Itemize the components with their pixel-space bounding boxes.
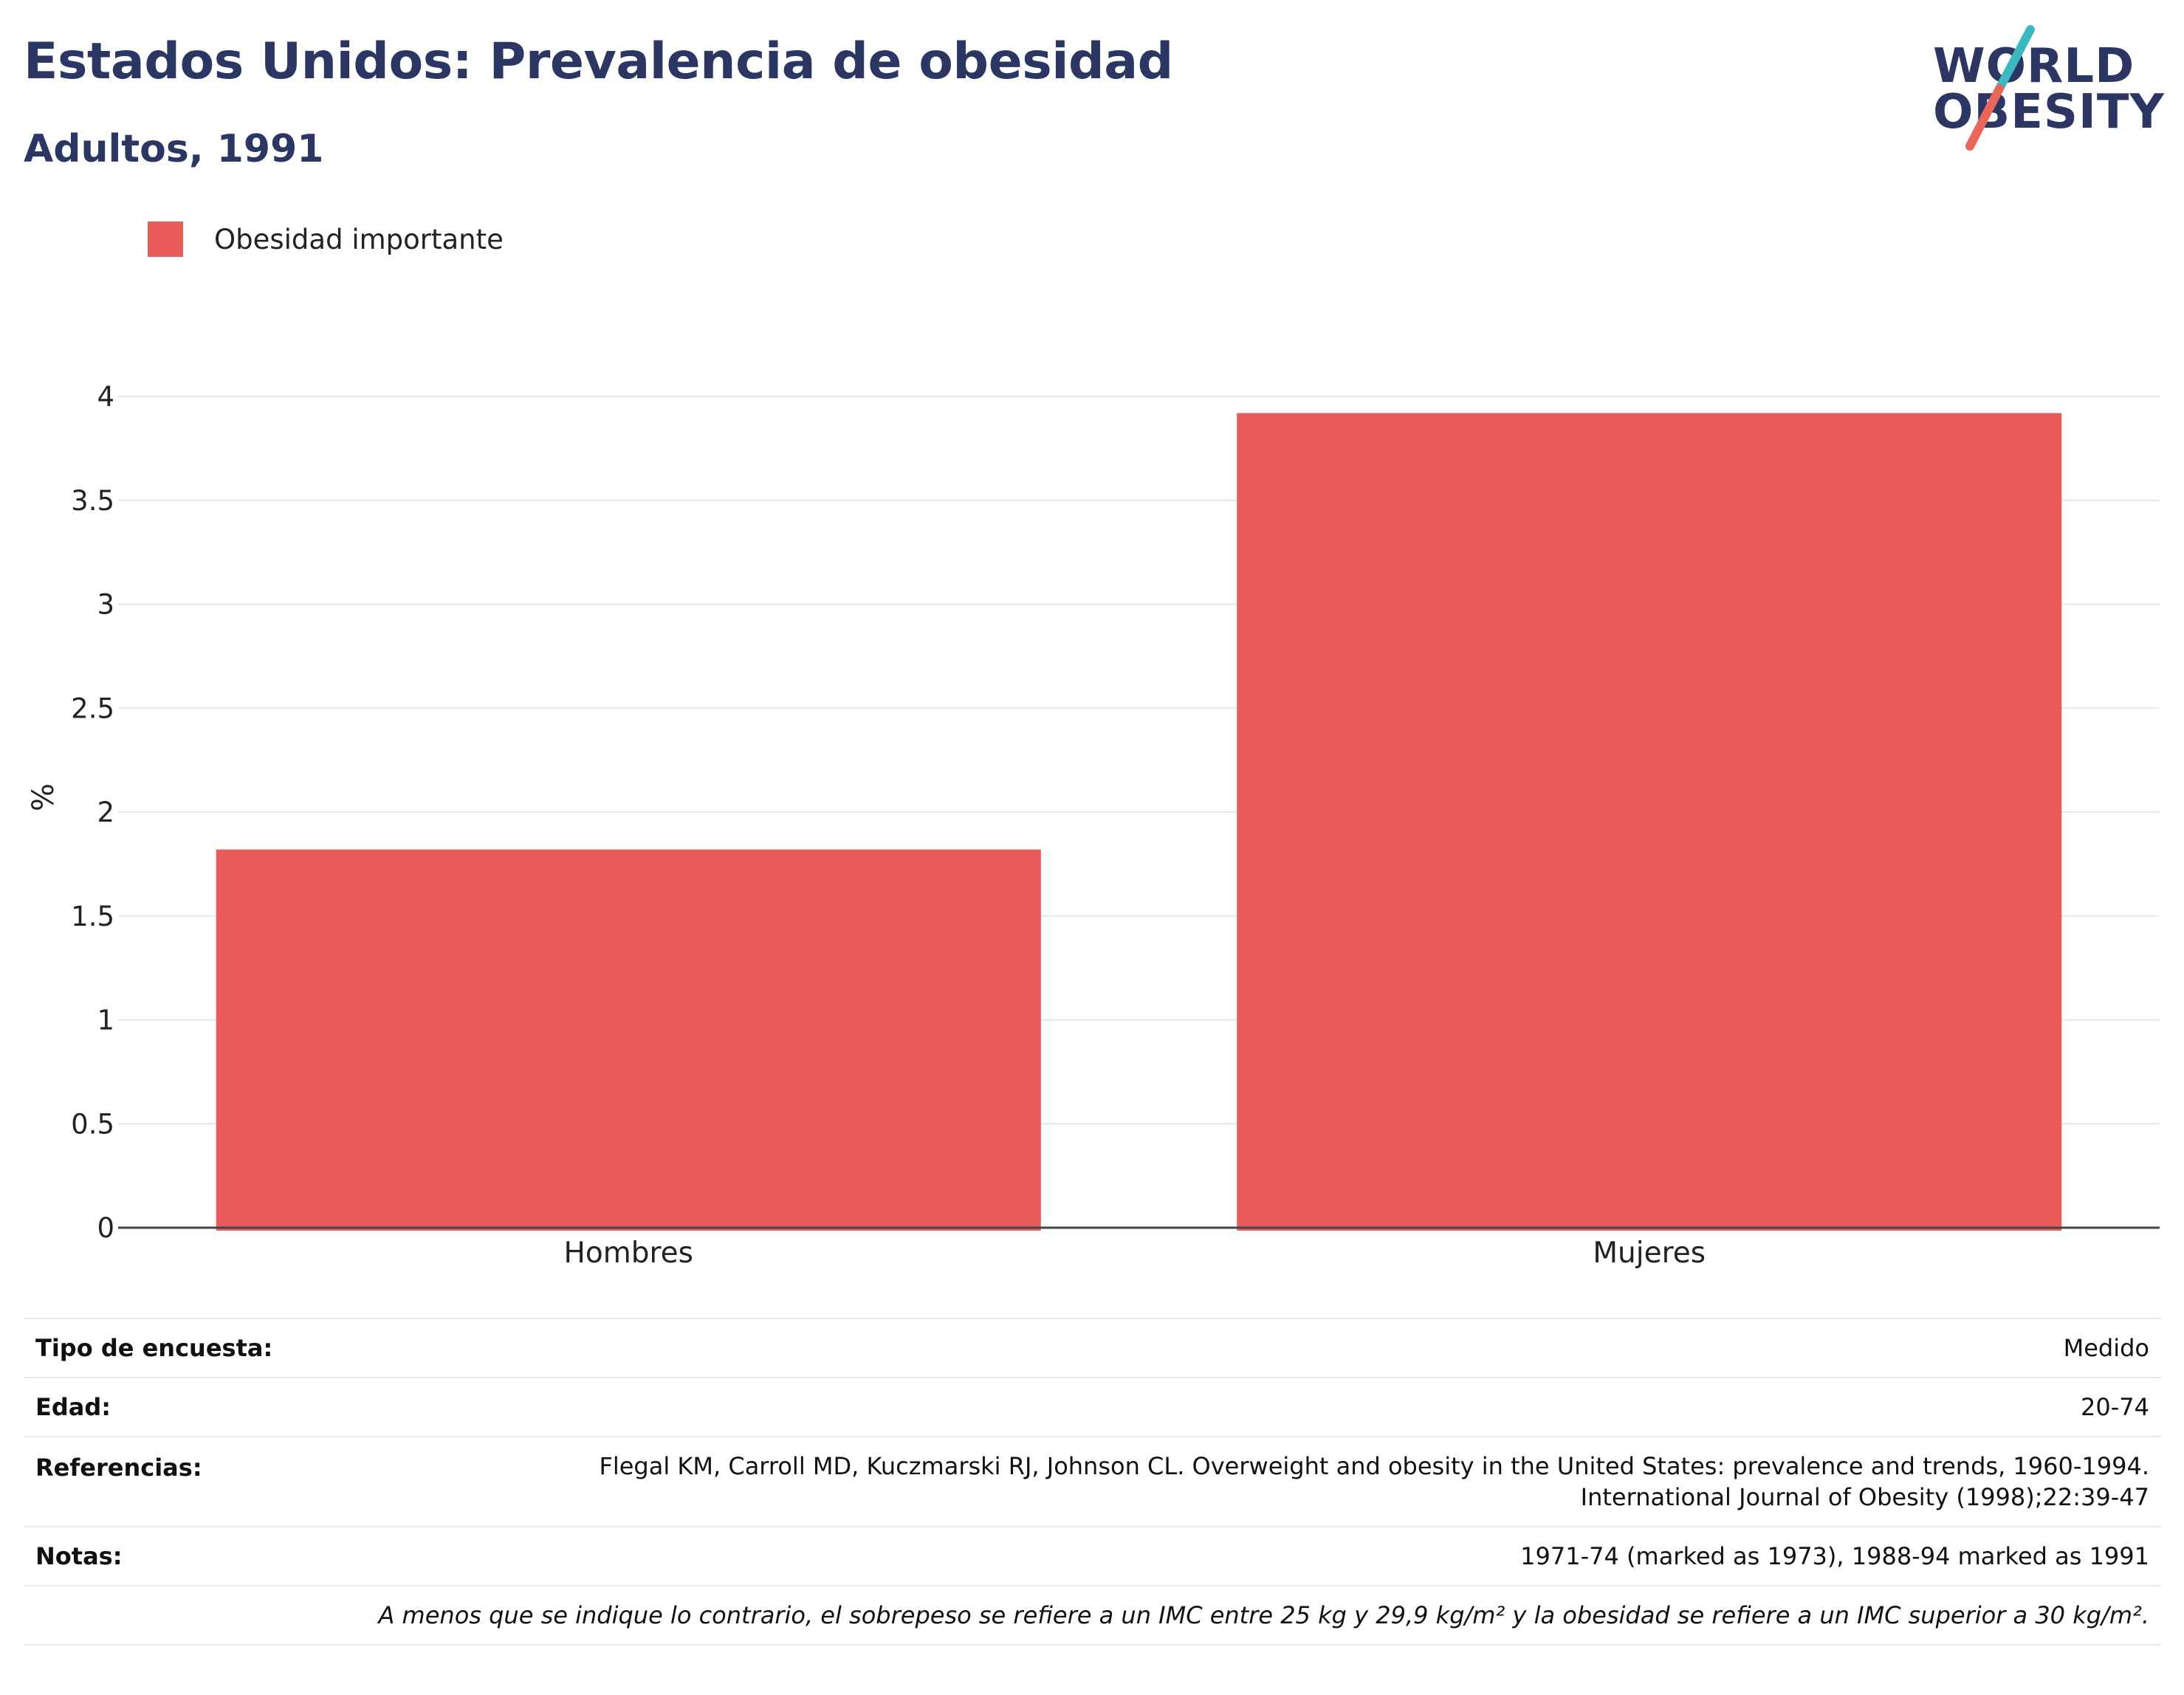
logo-slash-icon — [1965, 25, 2035, 151]
y-axis-label: % — [27, 783, 61, 811]
x-tick-labels: Hombres Mujeres — [564, 1237, 1706, 1270]
x-tick-label: Mujeres — [1593, 1237, 1706, 1270]
bar-mujeres[interactable] — [1237, 413, 2062, 1231]
chart-subtitle: Adultos, 1991 — [24, 127, 324, 171]
info-row-tipo: Tipo de encuesta: Medido — [24, 1318, 2161, 1378]
y-tick-label: 0.5 — [71, 1108, 114, 1140]
bar-chart: 0 0.5 1 1.5 2 2.5 3 3.5 4 Hombres Mujeres % — [27, 381, 2160, 1270]
x-tick-label: Hombres — [564, 1237, 693, 1270]
info-row-footnote: A menos que se indique lo contrario, el … — [24, 1585, 2161, 1646]
bar-hombres[interactable] — [216, 849, 1041, 1231]
tipo-value: Medido — [284, 1318, 2161, 1378]
world-obesity-logo: WORLD OBESITY — [1920, 22, 2165, 155]
y-tick-labels: 0 0.5 1 1.5 2 2.5 3 3.5 4 — [71, 381, 114, 1244]
info-row-edad: Edad: 20-74 — [24, 1377, 2161, 1437]
chart-title: Estados Unidos: Prevalencia de obesidad — [24, 32, 1173, 91]
y-tick-label: 1.5 — [71, 901, 114, 932]
edad-label: Edad: — [24, 1377, 285, 1437]
y-tick-label: 3.5 — [71, 485, 114, 517]
ref-value-line2: International Journal of Obesity (1998);… — [1580, 1483, 2149, 1511]
logo-line2: OBESITY — [1933, 85, 2165, 140]
bars — [216, 413, 2062, 1231]
footnote: A menos que se indique lo contrario, el … — [24, 1585, 2161, 1646]
y-tick-label: 4 — [97, 381, 114, 413]
tipo-label: Tipo de encuesta: — [24, 1318, 285, 1378]
notas-value: 1971-74 (marked as 1973), 1988-94 marked… — [284, 1526, 2161, 1586]
y-tick-label: 2 — [97, 797, 114, 828]
y-tick-label: 0 — [97, 1212, 114, 1244]
notas-label: Notas: — [24, 1526, 285, 1586]
legend-swatch — [148, 221, 183, 257]
survey-info-table: Tipo de encuesta: Medido Edad: 20-74 Ref… — [24, 1318, 2161, 1646]
y-tick-label: 3 — [97, 589, 114, 621]
info-row-notas: Notas: 1971-74 (marked as 1973), 1988-94… — [24, 1526, 2161, 1586]
edad-value: 20-74 — [284, 1377, 2161, 1437]
y-tick-label: 1 — [97, 1005, 114, 1036]
ref-value-line1: Flegal KM, Carroll MD, Kuczmarski RJ, Jo… — [599, 1452, 2149, 1480]
legend-label: Obesidad importante — [214, 223, 504, 255]
info-row-referencias: Referencias: Flegal KM, Carroll MD, Kucz… — [24, 1436, 2161, 1527]
ref-label: Referencias: — [24, 1436, 285, 1527]
ref-value: Flegal KM, Carroll MD, Kuczmarski RJ, Jo… — [284, 1436, 2161, 1527]
y-tick-label: 2.5 — [71, 692, 114, 724]
logo-line1: WORLD — [1933, 39, 2135, 94]
chart-legend[interactable]: Obesidad importante — [148, 221, 504, 257]
